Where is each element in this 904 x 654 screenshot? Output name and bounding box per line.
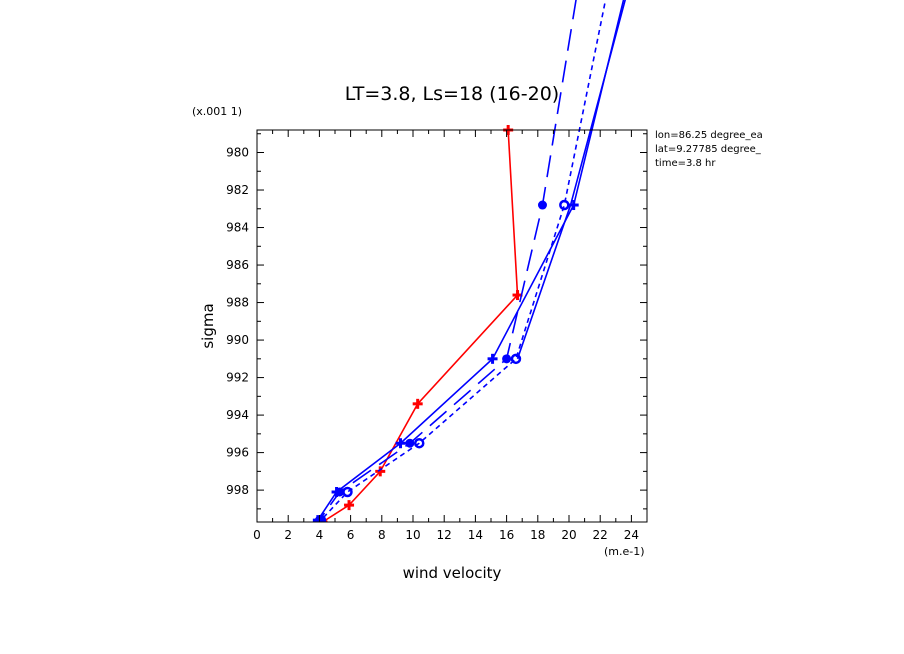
x-tick-label: 4 [316, 528, 324, 542]
y-tick-label: 988 [226, 296, 249, 310]
data-point-dot [537, 200, 547, 210]
series-line-2 [317, 0, 625, 521]
y-tick-label: 990 [226, 333, 249, 347]
data-point-plus [395, 438, 406, 449]
y-tick-label: 984 [226, 221, 249, 235]
plot-frame [256, 129, 648, 523]
data-point-plus [344, 500, 355, 511]
y-tick-label: 992 [226, 371, 249, 385]
data-point-circle [342, 486, 353, 498]
x-tick-label: 10 [405, 528, 420, 542]
x-tick-label: 12 [437, 528, 452, 542]
series-line-1 [322, 129, 519, 522]
series-line-3 [318, 0, 577, 521]
x-tick-label: 24 [624, 528, 639, 542]
data-point-dot [335, 487, 345, 497]
data-point-plus [412, 398, 423, 409]
x-axis-unit: (m.e-1) [604, 545, 645, 558]
data-point-plus [487, 353, 498, 364]
note-lat: lat=9.27785 degree_ [655, 144, 762, 155]
y-tick-label: 982 [226, 183, 249, 197]
y-axis-unit: (x.001 1) [192, 105, 242, 118]
x-tick-label: 16 [499, 528, 514, 542]
y-tick-label: 994 [226, 408, 249, 422]
x-tick-label: 2 [284, 528, 292, 542]
x-axis: 0 2 4 6 8 10 12 14 16 18 20 22 24 [253, 130, 648, 542]
x-tick-label: 22 [593, 528, 608, 542]
y-tick-label: 996 [226, 446, 249, 460]
data-point-plus [375, 466, 386, 477]
series-line-5 [516, 0, 626, 360]
data-point-dot [405, 438, 415, 448]
y-tick-label: 998 [226, 483, 249, 497]
x-tick-label: 14 [468, 528, 483, 542]
note-lon: lon=86.25 degree_ea [655, 130, 763, 141]
x-tick-label: 0 [253, 528, 261, 542]
x-tick-label: 8 [378, 528, 386, 542]
data-point-circle [315, 514, 327, 522]
series-line-4 [320, 0, 607, 521]
data-point-dot [502, 354, 512, 364]
chart-title: LT=3.8, Ls=18 (16-20) [345, 83, 559, 105]
data-point-circle [413, 437, 425, 449]
x-tick-label: 18 [530, 528, 545, 542]
x-tick-label: 20 [561, 528, 576, 542]
x-axis-title: wind velocity [403, 564, 502, 582]
y-axis-title: sigma [199, 303, 217, 348]
note-time: time=3.8 hr [655, 158, 716, 169]
data-point-circle [510, 353, 522, 365]
series-layer [312, 0, 626, 522]
y-axis: 980 982 984 986 988 990 992 994 996 998 [226, 133, 647, 510]
y-tick-label: 986 [226, 258, 249, 272]
data-point-circle [559, 199, 570, 211]
y-tick-label: 980 [226, 146, 249, 160]
x-tick-label: 6 [347, 528, 355, 542]
